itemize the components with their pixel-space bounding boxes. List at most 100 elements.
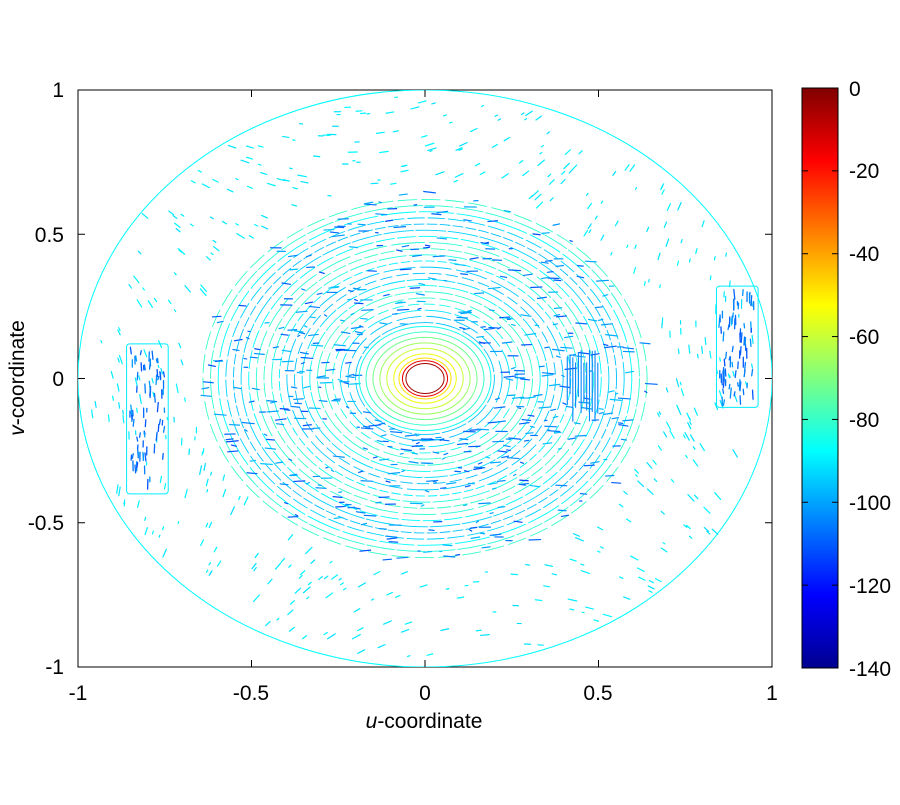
contour-line — [649, 280, 650, 282]
contour-line — [132, 454, 133, 459]
contour-line — [145, 517, 146, 520]
contour-line — [497, 481, 505, 482]
contour-line — [108, 415, 109, 421]
contour-line — [124, 503, 125, 506]
contour-line — [612, 483, 621, 484]
contour-line — [596, 307, 602, 308]
contour-line — [698, 354, 699, 358]
x-tick-label: -0.5 — [233, 682, 269, 705]
contour-line — [160, 372, 161, 379]
contour-line — [144, 365, 145, 370]
contour-line — [461, 274, 468, 275]
contour-line — [729, 384, 730, 388]
colorbar-tick-label: -80 — [849, 409, 879, 432]
contour-line — [450, 122, 452, 123]
contour-line — [493, 441, 504, 442]
contour-line — [397, 309, 408, 310]
contour-line — [212, 316, 220, 317]
contour-line — [416, 446, 422, 447]
y-tick-label: 1 — [52, 79, 64, 102]
contour-line — [511, 574, 517, 575]
y-tick-label: -0.5 — [28, 512, 64, 535]
contour-line — [137, 463, 138, 468]
contour-line — [150, 387, 151, 396]
colorbar-tick-label: 0 — [849, 78, 861, 101]
contour-line — [280, 484, 288, 485]
contour-line — [542, 233, 550, 234]
contour-line — [553, 324, 557, 325]
contour-line — [156, 432, 157, 440]
contour-line — [362, 310, 373, 311]
contour-line — [157, 403, 158, 412]
contour-line — [597, 280, 609, 281]
contour-line — [158, 424, 159, 431]
contour-line — [517, 406, 524, 407]
contour-line — [726, 352, 727, 358]
contour-line — [474, 467, 484, 468]
contour-line — [290, 168, 293, 169]
contour-line — [267, 439, 275, 440]
contour-line — [291, 406, 299, 407]
contour-line — [135, 465, 136, 473]
contour-line — [143, 452, 144, 459]
contour-line — [689, 259, 690, 262]
contour-line — [518, 408, 521, 409]
contour-line — [364, 515, 376, 516]
contour-line — [380, 529, 387, 530]
contour-line — [745, 362, 746, 370]
contour-line — [508, 270, 520, 271]
contour-line — [554, 280, 561, 281]
contour-line — [379, 202, 381, 203]
contour-line — [311, 345, 322, 346]
plot-frame — [78, 90, 772, 667]
contour-line — [720, 358, 721, 361]
contour-line — [140, 433, 141, 437]
contour-line — [334, 399, 340, 400]
contour-line — [300, 371, 305, 372]
contour-line — [433, 256, 445, 257]
contour-line — [449, 260, 456, 261]
contour-line — [316, 488, 326, 489]
contour-line — [427, 480, 438, 481]
contour-line — [743, 389, 744, 394]
x-tick-label: -1 — [69, 682, 88, 705]
contour-line — [236, 179, 238, 180]
contour-line — [575, 435, 586, 436]
contour-line — [489, 310, 494, 311]
contour-line — [424, 247, 430, 248]
contour-line — [355, 303, 363, 304]
contour-line — [526, 433, 533, 434]
contour-line — [547, 272, 553, 273]
contour-line — [556, 265, 563, 266]
contour-line — [339, 492, 342, 493]
contour-line — [535, 600, 541, 601]
contour-line — [443, 545, 452, 546]
contour-line — [164, 372, 165, 377]
contour-line — [558, 449, 561, 450]
contour-line — [303, 425, 311, 426]
contour-line — [554, 432, 560, 433]
contour-line — [388, 446, 392, 447]
colorbar-tick-label: -100 — [849, 492, 891, 515]
contour-line — [394, 227, 405, 228]
contour-line — [335, 227, 344, 228]
contour-line — [519, 484, 525, 485]
contour-line — [230, 425, 240, 426]
contour-line — [710, 276, 711, 280]
contour-line — [714, 257, 715, 260]
contour-line — [750, 339, 751, 346]
contour-line — [152, 351, 153, 359]
contour-line — [744, 337, 745, 345]
contour-line — [724, 359, 725, 366]
contour-line — [740, 347, 741, 355]
contour-line — [123, 415, 124, 422]
contour-line — [456, 555, 460, 556]
x-axis-label: u-coordinate — [366, 710, 483, 733]
contour-line — [723, 332, 724, 341]
contour-line — [140, 351, 141, 355]
contour-line — [680, 382, 681, 384]
contour-line — [326, 467, 328, 468]
contour-line — [133, 419, 134, 426]
contour-line — [379, 497, 389, 498]
